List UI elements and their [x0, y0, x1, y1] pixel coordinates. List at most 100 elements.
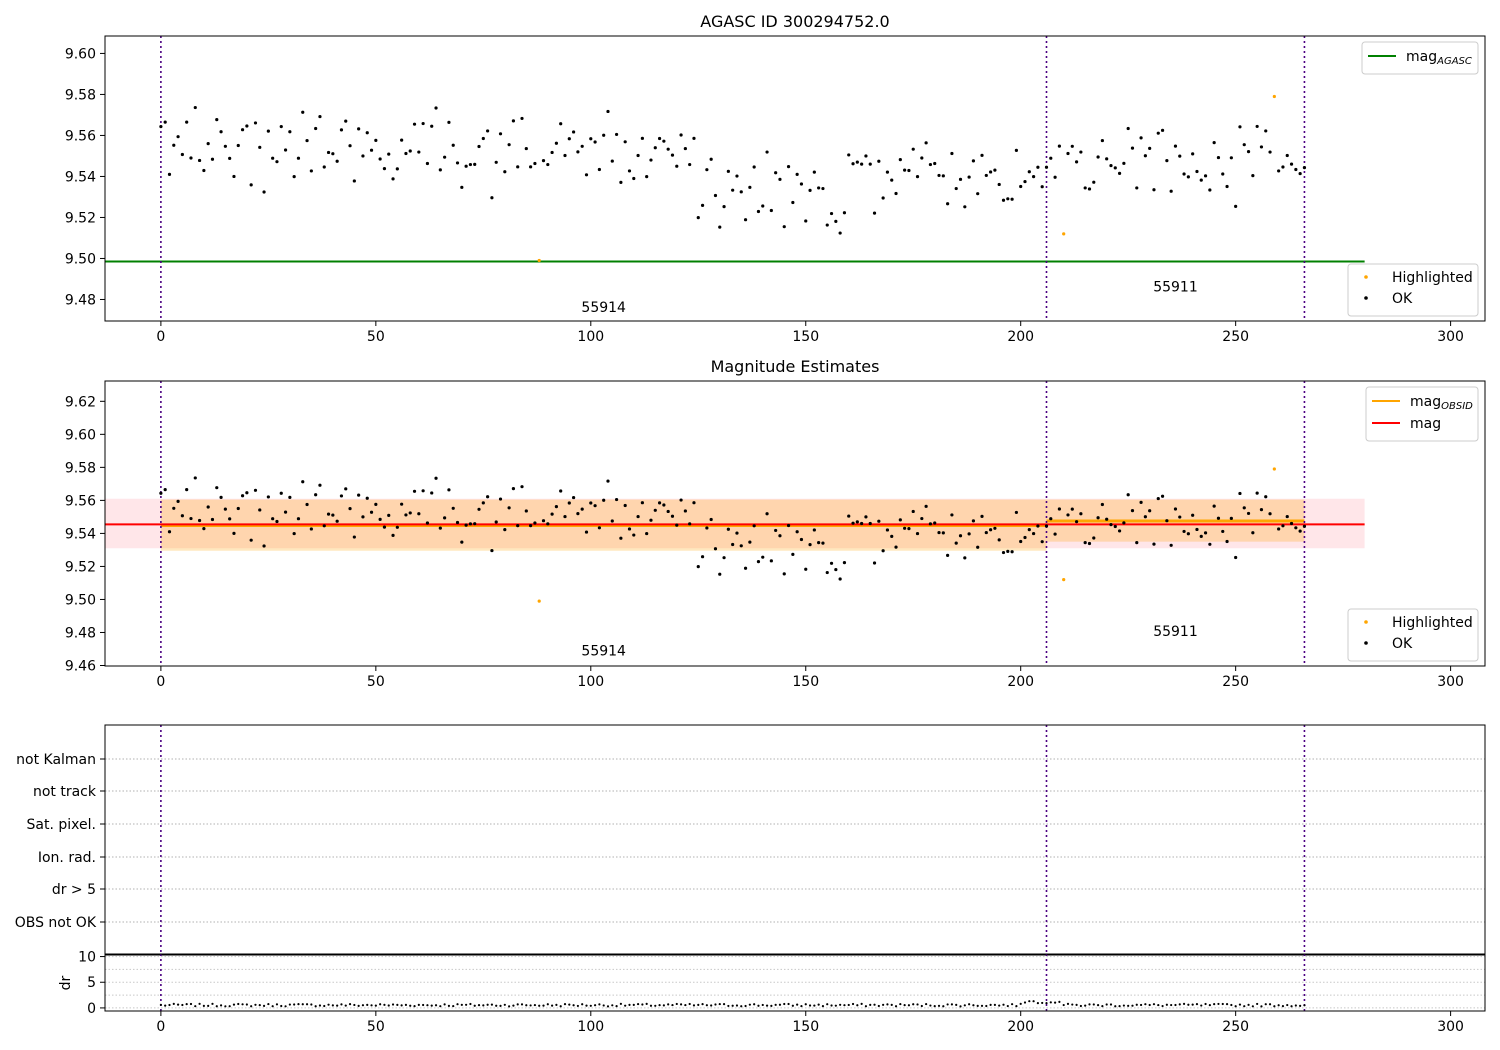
ok-point — [597, 167, 601, 172]
x-tick-label: 0 — [156, 329, 165, 345]
ok-point — [786, 165, 791, 169]
dr-point — [241, 1003, 244, 1006]
ok-point — [210, 157, 215, 161]
ok-point — [993, 526, 997, 530]
dr-point — [387, 1004, 390, 1007]
ok-point — [1212, 141, 1216, 145]
ok-point — [404, 513, 408, 517]
ok-point — [640, 501, 644, 505]
obsid-label: 55911 — [1153, 279, 1198, 295]
magnitude-estimates-frame — [104, 380, 1486, 667]
x-tick-label: 0 — [156, 674, 165, 690]
ok-point — [529, 524, 533, 528]
ok-point — [1109, 523, 1113, 527]
ok-point — [455, 520, 460, 525]
ok-point — [283, 510, 288, 514]
ok-point — [412, 489, 417, 493]
dr-point — [1286, 1003, 1289, 1007]
ok-point — [477, 144, 481, 149]
dr-point — [740, 1005, 743, 1008]
ok-point — [1031, 531, 1036, 536]
ok-point — [967, 532, 971, 536]
ok-point — [808, 188, 812, 192]
dr-point — [606, 1005, 610, 1008]
ok-point — [743, 566, 748, 570]
dr-point — [787, 1002, 790, 1006]
dr-point — [224, 1005, 227, 1008]
ok-point — [799, 537, 804, 542]
dr-point — [379, 1003, 382, 1006]
ok-point — [348, 144, 352, 148]
x-tick-label: 300 — [1437, 329, 1464, 345]
ok-point — [1023, 179, 1027, 184]
ok-point — [898, 518, 902, 522]
dr-point — [469, 1002, 472, 1006]
dr-point — [976, 1004, 979, 1008]
dr-point — [262, 1004, 266, 1007]
dr-point — [1294, 1004, 1297, 1007]
dr-point — [1066, 1002, 1070, 1005]
ok-point — [666, 509, 670, 514]
dr-point — [1213, 1003, 1216, 1006]
dr-point — [194, 1005, 197, 1008]
ok-point — [1079, 150, 1083, 154]
ok-point — [421, 489, 425, 493]
ok-point — [180, 514, 184, 518]
ok-point — [546, 162, 550, 167]
ok-point — [993, 168, 997, 172]
ok-point — [339, 494, 344, 498]
ok-point — [890, 534, 894, 538]
ok-point — [215, 118, 219, 122]
obsid-label: 55914 — [581, 300, 626, 316]
dr-point — [254, 1003, 257, 1006]
ok-point — [408, 511, 412, 515]
dr-point — [1028, 1000, 1031, 1003]
ok-point — [275, 519, 279, 524]
ok-point — [404, 151, 408, 156]
legend-marker — [1364, 275, 1368, 279]
ok-point — [1070, 144, 1074, 148]
ok-point — [1160, 128, 1165, 132]
ok-point — [352, 535, 356, 539]
ok-point — [1281, 165, 1285, 169]
ok-point — [855, 160, 859, 164]
dr-point — [804, 1003, 807, 1006]
ok-point — [774, 528, 778, 533]
x-tick-label: 200 — [1007, 674, 1034, 690]
dr-point — [237, 1002, 240, 1006]
dr-point — [654, 1004, 657, 1007]
ok-point — [1139, 136, 1143, 140]
dr-point — [482, 1004, 485, 1007]
dr-point — [533, 1003, 537, 1007]
dr-point — [331, 1004, 334, 1007]
dr-point — [1127, 1004, 1130, 1007]
ok-point — [1148, 509, 1152, 513]
dr-point — [1053, 1001, 1057, 1004]
ok-point — [1216, 516, 1221, 520]
ok-point — [1019, 539, 1023, 544]
dr-point — [757, 1004, 760, 1007]
ok-point — [602, 498, 606, 502]
highlighted-point — [1062, 232, 1066, 236]
ok-point — [907, 168, 911, 173]
dr-point — [916, 1003, 919, 1006]
dr-point — [383, 1003, 386, 1006]
ok-point — [829, 211, 834, 216]
dr-point — [636, 1002, 640, 1006]
dr-point — [748, 1003, 751, 1006]
ok-point — [791, 200, 795, 205]
dr-point — [847, 1003, 850, 1007]
ok-point — [567, 501, 571, 505]
dr-point — [1019, 1002, 1022, 1005]
dr-point — [189, 1002, 193, 1006]
ok-point — [765, 150, 769, 154]
ok-point — [507, 506, 511, 510]
ok-point — [460, 540, 464, 544]
ok-point — [159, 125, 163, 129]
ok-point — [722, 556, 726, 560]
dr-point — [164, 1004, 167, 1007]
ok-point — [829, 561, 834, 565]
ok-point — [1135, 541, 1139, 545]
ok-point — [408, 149, 412, 153]
flag-label: not track — [33, 784, 97, 800]
